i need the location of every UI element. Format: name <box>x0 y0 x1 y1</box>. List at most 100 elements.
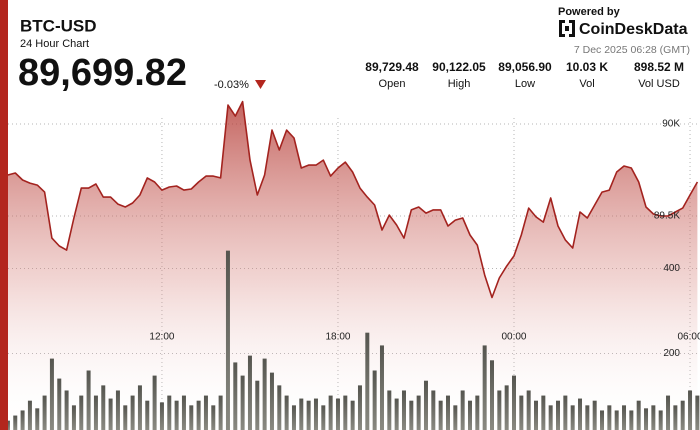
volume-bar <box>27 400 32 430</box>
price-area <box>7 101 698 430</box>
volume-bar <box>350 400 355 430</box>
volume-bar <box>497 390 502 430</box>
x-tick-label: 12:00 <box>149 332 174 343</box>
volume-bar <box>86 370 91 430</box>
volume-bar <box>423 380 428 430</box>
volume-bar <box>570 405 575 430</box>
accent-bar <box>0 0 8 430</box>
volume-bar <box>35 408 40 430</box>
volume-bar <box>64 390 69 430</box>
timestamp: 7 Dec 2025 06:28 (GMT) <box>574 44 690 56</box>
volume-bar <box>115 390 120 430</box>
volume-bar <box>644 408 649 430</box>
stat-value: 90,122.05 <box>432 60 486 74</box>
volume-bar <box>387 390 392 430</box>
volume-bar <box>651 405 656 430</box>
volume-bar <box>622 405 627 430</box>
series-layer <box>5 100 700 430</box>
volume-bar <box>607 405 612 430</box>
volume-bar <box>240 375 245 430</box>
volume-bar <box>123 405 128 430</box>
area-layer <box>7 101 698 430</box>
volume-bar <box>372 370 377 430</box>
volume-bar <box>299 398 304 430</box>
stat-value: 10.03 K <box>566 60 608 74</box>
down-arrow <box>255 80 266 89</box>
volume-bar <box>453 405 458 430</box>
volume-bar <box>57 378 62 430</box>
volume-bar <box>145 400 150 430</box>
volume-bar <box>269 372 274 430</box>
stat-label: Low <box>515 78 535 90</box>
volume-bar <box>409 400 414 430</box>
volume-bar <box>416 395 421 430</box>
volume-bar <box>357 385 362 430</box>
volume-bar <box>181 395 186 430</box>
volume-bar <box>233 362 238 430</box>
volume-bar <box>152 375 157 430</box>
stat-label: Open <box>379 78 406 90</box>
volume-bar <box>379 345 384 430</box>
volume-bar <box>511 375 516 430</box>
stat-label: High <box>448 78 471 90</box>
volume-bar <box>211 405 216 430</box>
volume-bar <box>108 398 113 430</box>
volume-bar <box>401 390 406 430</box>
volume-bar <box>556 400 561 430</box>
volume-bar <box>504 385 509 430</box>
volume-bar <box>658 410 663 430</box>
stat-value: 89,729.48 <box>365 60 419 74</box>
volume-bar <box>255 380 260 430</box>
volume-bar <box>673 405 678 430</box>
volume-bar <box>203 395 208 430</box>
volume-bar <box>489 360 494 430</box>
volume-bar <box>284 395 289 430</box>
volume-bar <box>79 395 84 430</box>
volume-bar <box>431 390 436 430</box>
volume-bar <box>196 400 201 430</box>
volume-bar <box>666 395 671 430</box>
change: -0.03% <box>214 79 249 91</box>
volume-bar <box>548 405 553 430</box>
volume-bar <box>335 398 340 430</box>
ticker: BTC-USD <box>20 16 97 35</box>
stat-value: 89,056.90 <box>498 60 552 74</box>
volume-bar <box>445 395 450 430</box>
powered-by: Powered by <box>558 6 621 18</box>
volume-bar <box>475 395 480 430</box>
y2-tick-label: 400 <box>663 263 680 274</box>
volume-bar <box>585 405 590 430</box>
volume-bar <box>482 345 487 430</box>
volume-bar <box>680 400 685 430</box>
volume-bar <box>438 400 443 430</box>
stat-label: Vol <box>579 78 594 90</box>
volume-bar <box>629 410 634 430</box>
volume-bar <box>328 395 333 430</box>
volume-bar <box>247 355 252 430</box>
volume-bar <box>49 358 54 430</box>
volume-bar <box>218 395 223 430</box>
y-tick-label: 89.5K <box>654 211 680 222</box>
volume-bar <box>42 395 47 430</box>
volume-bar <box>20 410 25 430</box>
x-tick-label: 06:00 <box>678 332 700 343</box>
brand-icon <box>559 20 575 37</box>
volume-bar <box>343 395 348 430</box>
volume-bar <box>526 390 531 430</box>
line-layer <box>7 100 699 299</box>
subtitle: 24 Hour Chart <box>20 38 89 50</box>
volume-bar <box>159 402 164 430</box>
volume-bar <box>291 405 296 430</box>
volume-bar <box>137 385 142 430</box>
stats: 89,729.48 Open 90,122.05 High 89,056.90 Low 10… <box>365 60 684 90</box>
volume-bar <box>93 395 98 430</box>
price-line <box>7 100 699 299</box>
volume-bar <box>277 385 282 430</box>
volume-bar <box>592 400 597 430</box>
volume-bar <box>365 332 370 430</box>
volume-bar <box>578 398 583 430</box>
volume-bar <box>71 405 76 430</box>
x-tick-label: 18:00 <box>325 332 350 343</box>
volume-bar <box>541 395 546 430</box>
volume-bar <box>394 398 399 430</box>
